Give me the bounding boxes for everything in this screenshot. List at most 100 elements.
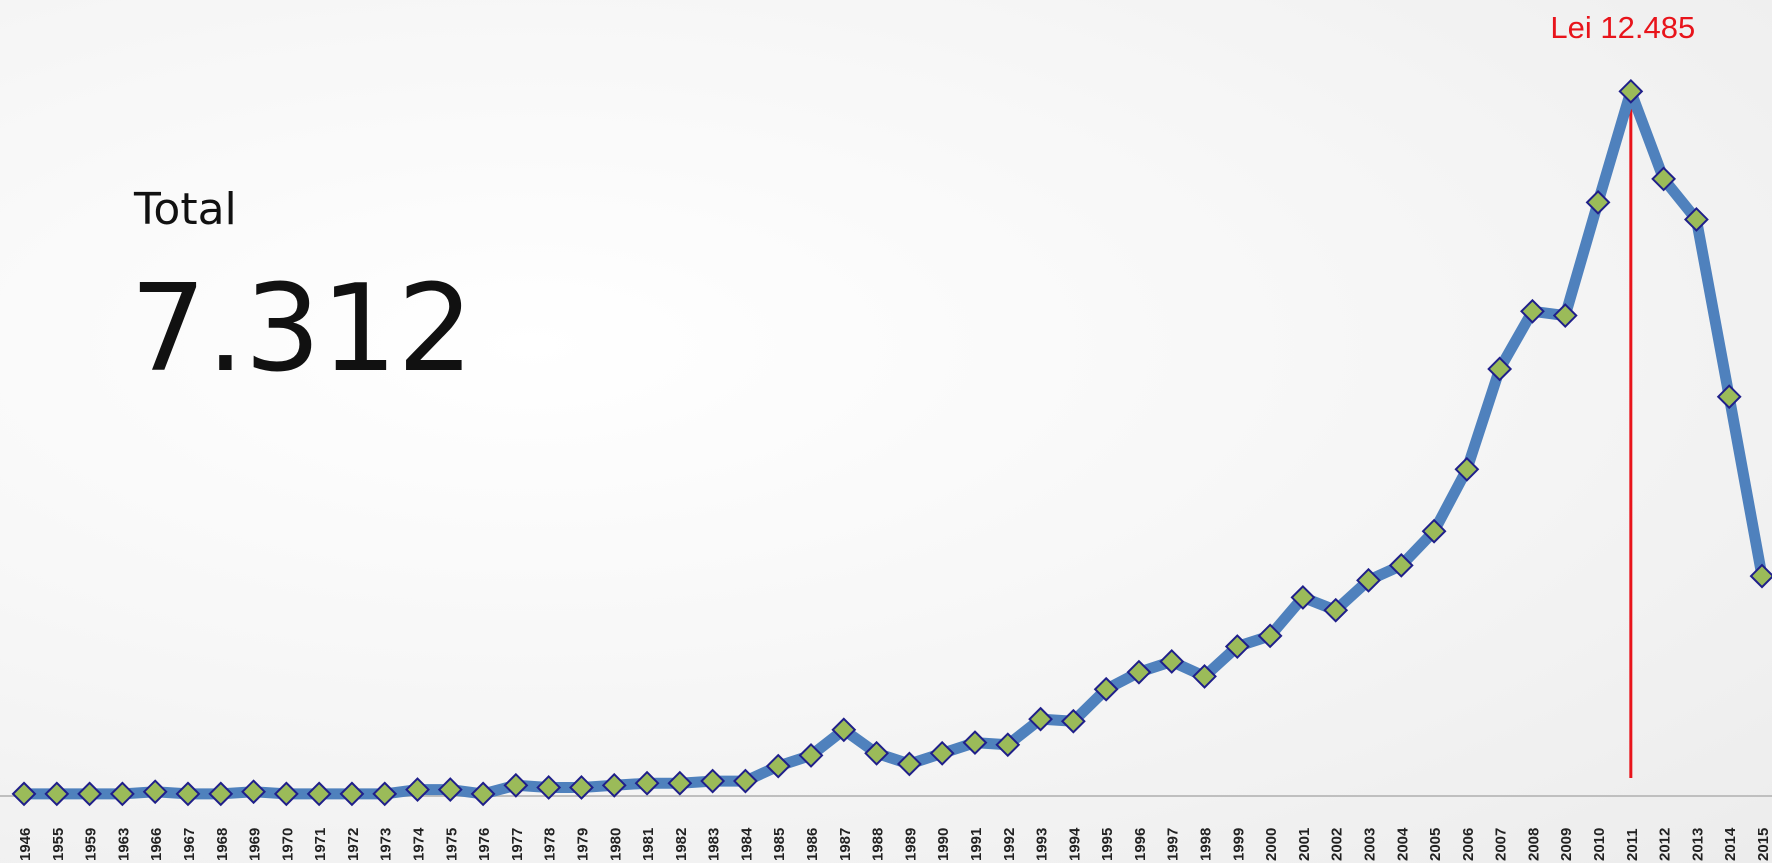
data-point-1998 bbox=[1192, 664, 1217, 689]
x-tick-labels: 1946 1955 1959 1963 1966 1967 1968 1969 1970 1971… bbox=[17, 827, 1772, 861]
data-point-1989 bbox=[896, 751, 922, 777]
data-point-2003 bbox=[1356, 567, 1381, 593]
data-point-1959 bbox=[77, 781, 102, 807]
data-point-1984 bbox=[733, 768, 758, 794]
x-tick-label: 1966 bbox=[148, 828, 165, 861]
data-point-1986 bbox=[798, 743, 824, 768]
data-point-1981 bbox=[634, 770, 660, 796]
data-point-2011 bbox=[1618, 78, 1644, 104]
data-point-1977 bbox=[503, 772, 529, 798]
x-tick-label: 1946 bbox=[17, 828, 34, 861]
data-point-1979 bbox=[569, 775, 594, 800]
data-point-1969 bbox=[241, 779, 266, 805]
x-tick-label: 2012 bbox=[1657, 828, 1674, 861]
x-tick-label: 1996 bbox=[1132, 828, 1149, 861]
data-point-1968 bbox=[208, 781, 234, 807]
x-tick-label: 2005 bbox=[1427, 828, 1444, 861]
x-tick-label: 1969 bbox=[247, 828, 264, 861]
x-tick-label: 1990 bbox=[935, 828, 952, 861]
total-value: 7.312 bbox=[130, 260, 474, 399]
data-point-1963 bbox=[109, 781, 135, 807]
annotation: Lei 12.485 bbox=[1550, 10, 1695, 778]
data-point-2007 bbox=[1487, 356, 1513, 382]
data-markers bbox=[11, 78, 1772, 807]
data-point-1988 bbox=[864, 740, 890, 766]
data-point-2006 bbox=[1454, 456, 1480, 482]
data-point-1996 bbox=[1126, 659, 1152, 685]
data-point-2014 bbox=[1716, 384, 1742, 410]
x-tick-label: 2008 bbox=[1525, 828, 1542, 861]
x-tick-label: 1978 bbox=[542, 828, 559, 861]
x-tick-label: 1972 bbox=[345, 828, 362, 861]
total-label: Total bbox=[134, 184, 237, 235]
x-tick-label: 1980 bbox=[607, 828, 624, 861]
x-tick-label: 1998 bbox=[1198, 828, 1215, 861]
x-tick-label: 2006 bbox=[1460, 828, 1477, 861]
x-tick-label: 1968 bbox=[214, 828, 231, 861]
data-point-1992 bbox=[995, 732, 1021, 758]
data-point-1999 bbox=[1224, 634, 1250, 659]
data-point-2001 bbox=[1290, 585, 1316, 610]
x-tick-label: 1963 bbox=[115, 828, 132, 861]
x-tick-label: 2003 bbox=[1361, 828, 1378, 861]
x-tick-label: 2013 bbox=[1689, 828, 1706, 861]
data-point-1980 bbox=[601, 772, 627, 798]
data-point-1983 bbox=[700, 768, 726, 794]
data-point-1973 bbox=[372, 781, 398, 807]
x-tick-label: 1979 bbox=[574, 828, 591, 861]
data-point-1985 bbox=[765, 753, 791, 779]
x-tick-label: 1976 bbox=[476, 828, 493, 861]
data-point-1974 bbox=[405, 777, 430, 803]
x-tick-label: 2009 bbox=[1558, 828, 1575, 861]
x-tick-label: 1973 bbox=[378, 828, 395, 861]
annotation-label: Lei 12.485 bbox=[1550, 10, 1695, 45]
x-tick-label: 2014 bbox=[1722, 827, 1739, 861]
x-tick-label: 1999 bbox=[1230, 828, 1247, 861]
data-point-1971 bbox=[306, 781, 332, 807]
x-tick-label: 1986 bbox=[804, 828, 821, 861]
data-point-1946 bbox=[11, 781, 37, 807]
x-tick-label: 1985 bbox=[771, 828, 788, 861]
data-point-1991 bbox=[962, 730, 988, 756]
x-tick-label: 1992 bbox=[1001, 828, 1018, 861]
x-tick-label: 1970 bbox=[279, 828, 296, 861]
x-tick-label: 1981 bbox=[640, 828, 657, 861]
x-tick-label: 1995 bbox=[1099, 828, 1116, 861]
x-tick-label: 1955 bbox=[50, 828, 67, 861]
data-point-1990 bbox=[929, 740, 955, 766]
x-tick-label: 2001 bbox=[1296, 828, 1313, 861]
x-tick-label: 2007 bbox=[1493, 828, 1510, 861]
data-point-1975 bbox=[437, 777, 463, 803]
data-point-2009 bbox=[1552, 303, 1578, 328]
x-tick-label: 1994 bbox=[1066, 827, 1083, 861]
x-tick-label: 1989 bbox=[902, 828, 919, 861]
x-tick-label: 1971 bbox=[312, 828, 329, 861]
data-point-1978 bbox=[536, 775, 562, 800]
data-point-2000 bbox=[1257, 623, 1283, 649]
data-point-1982 bbox=[667, 770, 693, 796]
x-tick-label: 2004 bbox=[1394, 827, 1411, 861]
x-tick-label: 1959 bbox=[83, 828, 100, 861]
x-tick-label: 1975 bbox=[443, 828, 460, 861]
x-tick-label: 1974 bbox=[411, 827, 428, 861]
x-tick-label: 1987 bbox=[837, 828, 854, 861]
data-point-1967 bbox=[175, 781, 201, 807]
data-point-1972 bbox=[339, 781, 365, 807]
series-line bbox=[18, 85, 1768, 800]
data-point-2013 bbox=[1684, 207, 1709, 232]
x-tick-label: 2002 bbox=[1329, 828, 1346, 861]
x-tick-label: 1993 bbox=[1034, 828, 1051, 861]
x-tick-label: 1997 bbox=[1165, 828, 1182, 861]
data-point-2008 bbox=[1520, 298, 1545, 324]
data-point-2004 bbox=[1388, 552, 1414, 578]
x-tick-label: 2011 bbox=[1624, 828, 1641, 861]
data-point-1976 bbox=[470, 781, 496, 807]
data-point-1994 bbox=[1060, 708, 1086, 734]
data-point-1995 bbox=[1093, 676, 1119, 702]
data-point-1966 bbox=[142, 779, 168, 805]
data-point-2010 bbox=[1585, 189, 1611, 215]
x-tick-label: 1991 bbox=[968, 828, 985, 861]
x-tick-label: 1982 bbox=[673, 828, 690, 861]
total-summary: Total 7.312 bbox=[130, 184, 474, 390]
data-point-1955 bbox=[44, 781, 70, 807]
